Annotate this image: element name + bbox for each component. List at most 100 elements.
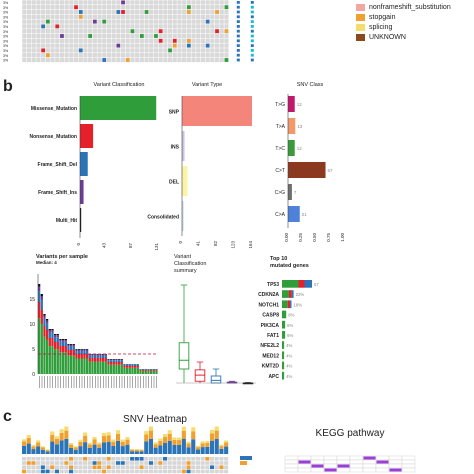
variants-per-sample-bar-seg bbox=[48, 338, 51, 347]
snv-heatmap-topbar-seg bbox=[22, 441, 27, 446]
variant-type-bar bbox=[182, 201, 184, 231]
variants-per-sample-bar-seg bbox=[46, 319, 49, 321]
snv-heatmap-cell bbox=[195, 457, 200, 461]
snv-heatmap-cell bbox=[172, 457, 177, 461]
kegg-cell bbox=[401, 459, 416, 465]
variants-per-sample-bar-seg bbox=[38, 302, 41, 319]
variant-type-xtick: 41 bbox=[196, 241, 201, 247]
variants-per-sample-ytick: 5 bbox=[32, 347, 35, 353]
variants-per-sample-bar-seg bbox=[67, 350, 70, 356]
kegg-cell bbox=[362, 463, 377, 469]
legend-swatch bbox=[356, 13, 365, 21]
oncoplot-a-side-bar2 bbox=[250, 5, 254, 9]
snv-heatmap-topbar-seg bbox=[26, 443, 31, 454]
oncoplot-a-cell bbox=[78, 10, 83, 14]
vc-summary-title-2: Classification bbox=[174, 261, 206, 267]
snv-heatmap-cell bbox=[205, 457, 210, 461]
variants-per-sample-bar-seg bbox=[94, 361, 97, 374]
kegg-filled-cell bbox=[389, 468, 402, 472]
snv-heatmap-topbar-seg bbox=[167, 440, 172, 454]
snv-heatmap-cell bbox=[22, 457, 27, 461]
top10-bar-seg bbox=[282, 351, 285, 360]
snv-heatmap-cell bbox=[167, 457, 172, 461]
snv-heatmap-cell bbox=[134, 465, 139, 469]
snv-heatmap-topbar-seg bbox=[83, 442, 88, 454]
variants-per-sample-bar-seg bbox=[104, 355, 107, 358]
oncoplot-a-side-bar2 bbox=[250, 53, 254, 57]
snv-heatmap-cell bbox=[116, 465, 121, 469]
snv-heatmap-topbar-seg bbox=[50, 431, 55, 435]
variant-type-xtick: 82 bbox=[213, 241, 218, 247]
snv-heatmap-topbar-seg bbox=[111, 441, 116, 447]
snv-heatmap-topbar-seg bbox=[69, 443, 74, 445]
variants-per-sample-bar-seg bbox=[99, 361, 102, 374]
variants-per-sample-bar-seg bbox=[91, 354, 94, 355]
snv-heatmap-cell bbox=[69, 461, 74, 465]
snv-heatmap-cell bbox=[224, 461, 229, 465]
snv-heatmap-topbar-seg bbox=[106, 435, 111, 443]
variants-per-sample-bar-seg bbox=[40, 294, 43, 297]
variants-per-sample-bar-seg bbox=[94, 355, 97, 358]
variants-per-sample-bar-seg bbox=[75, 354, 78, 359]
snv-heatmap-cell bbox=[224, 457, 229, 461]
snv-heatmap-topbar-seg bbox=[116, 430, 121, 434]
snv-heatmap-topbar-seg bbox=[205, 446, 210, 454]
snv-heatmap-topbar-seg bbox=[50, 441, 55, 454]
kegg-filled-cell bbox=[324, 468, 337, 472]
snv-heatmap-cell bbox=[45, 461, 50, 465]
snv-class-value-label: 21 bbox=[302, 212, 308, 217]
variant-classification-bar bbox=[80, 208, 82, 232]
variant-classification-xtick: 87 bbox=[128, 243, 133, 249]
snv-heatmap-cell bbox=[31, 457, 36, 461]
snv-heatmap-cell bbox=[36, 457, 41, 461]
variants-per-sample-bar-seg bbox=[40, 296, 43, 301]
kegg-cell bbox=[336, 459, 351, 465]
kegg-cell bbox=[297, 463, 312, 469]
snv-heatmap-cell bbox=[186, 457, 191, 461]
top10-bar-seg bbox=[290, 300, 292, 309]
variants-per-sample-bar-seg bbox=[72, 344, 75, 345]
variants-per-sample-bar-seg bbox=[51, 330, 54, 333]
variants-per-sample-bar-seg bbox=[147, 370, 150, 374]
snv-heatmap-topbar-seg bbox=[87, 447, 92, 454]
variants-per-sample-bar-seg bbox=[96, 361, 99, 374]
variants-per-sample-bar-seg bbox=[123, 366, 126, 368]
variants-per-sample-bar-seg bbox=[152, 369, 155, 370]
snv-heatmap-cell bbox=[186, 469, 191, 474]
snv-heatmap-cell bbox=[214, 461, 219, 465]
oncoplot-a-cell bbox=[78, 14, 83, 19]
snv-heatmap-cell bbox=[83, 461, 88, 465]
kegg-cell bbox=[336, 455, 351, 461]
snv-heatmap-cell bbox=[153, 469, 158, 474]
variants-per-sample-bar-seg bbox=[64, 341, 67, 346]
variants-per-sample-bar-seg bbox=[118, 362, 121, 365]
snv-heatmap-topbar-seg bbox=[120, 441, 125, 447]
variants-per-sample-bar-seg bbox=[99, 358, 102, 362]
oncoplot-a-pct-label: 3% bbox=[3, 25, 8, 29]
variants-per-sample-bar-seg bbox=[144, 370, 147, 371]
oncoplot-a-side-bar bbox=[236, 1, 240, 4]
snv-heatmap-topbar-seg bbox=[172, 437, 177, 440]
top10-gene-label: NOTCH1 bbox=[258, 302, 279, 308]
variants-per-sample-bar-seg bbox=[104, 361, 107, 374]
kegg-filled-cell bbox=[337, 464, 350, 468]
snv-heatmap-topbar-seg bbox=[83, 432, 88, 436]
snv-class-value-label: 12 bbox=[297, 146, 303, 151]
snv-heatmap-topbar-seg bbox=[172, 444, 177, 454]
snv-heatmap-cell bbox=[120, 457, 125, 461]
kegg-cell bbox=[336, 467, 351, 473]
variants-per-sample-bar-seg bbox=[91, 358, 94, 362]
oncoplot-a-pct-label: 3% bbox=[3, 49, 8, 53]
snv-heatmap-cell bbox=[106, 465, 111, 469]
variants-per-sample-bar-seg bbox=[75, 351, 78, 354]
snv-heatmap-topbar-seg bbox=[163, 434, 168, 438]
variants-per-sample-bar-seg bbox=[70, 344, 73, 345]
variants-per-sample-bar-seg bbox=[46, 330, 49, 340]
snv-heatmap-topbar-seg bbox=[163, 437, 168, 444]
snv-heatmap-cell bbox=[106, 457, 111, 461]
variant-type-cat-label: INS bbox=[171, 145, 180, 151]
oncoplot-a-cell bbox=[144, 10, 149, 14]
variants-per-sample-bar-seg bbox=[112, 362, 115, 365]
oncoplot-a-cell bbox=[93, 19, 97, 24]
oncoplot-a-side-bar2 bbox=[250, 34, 254, 38]
